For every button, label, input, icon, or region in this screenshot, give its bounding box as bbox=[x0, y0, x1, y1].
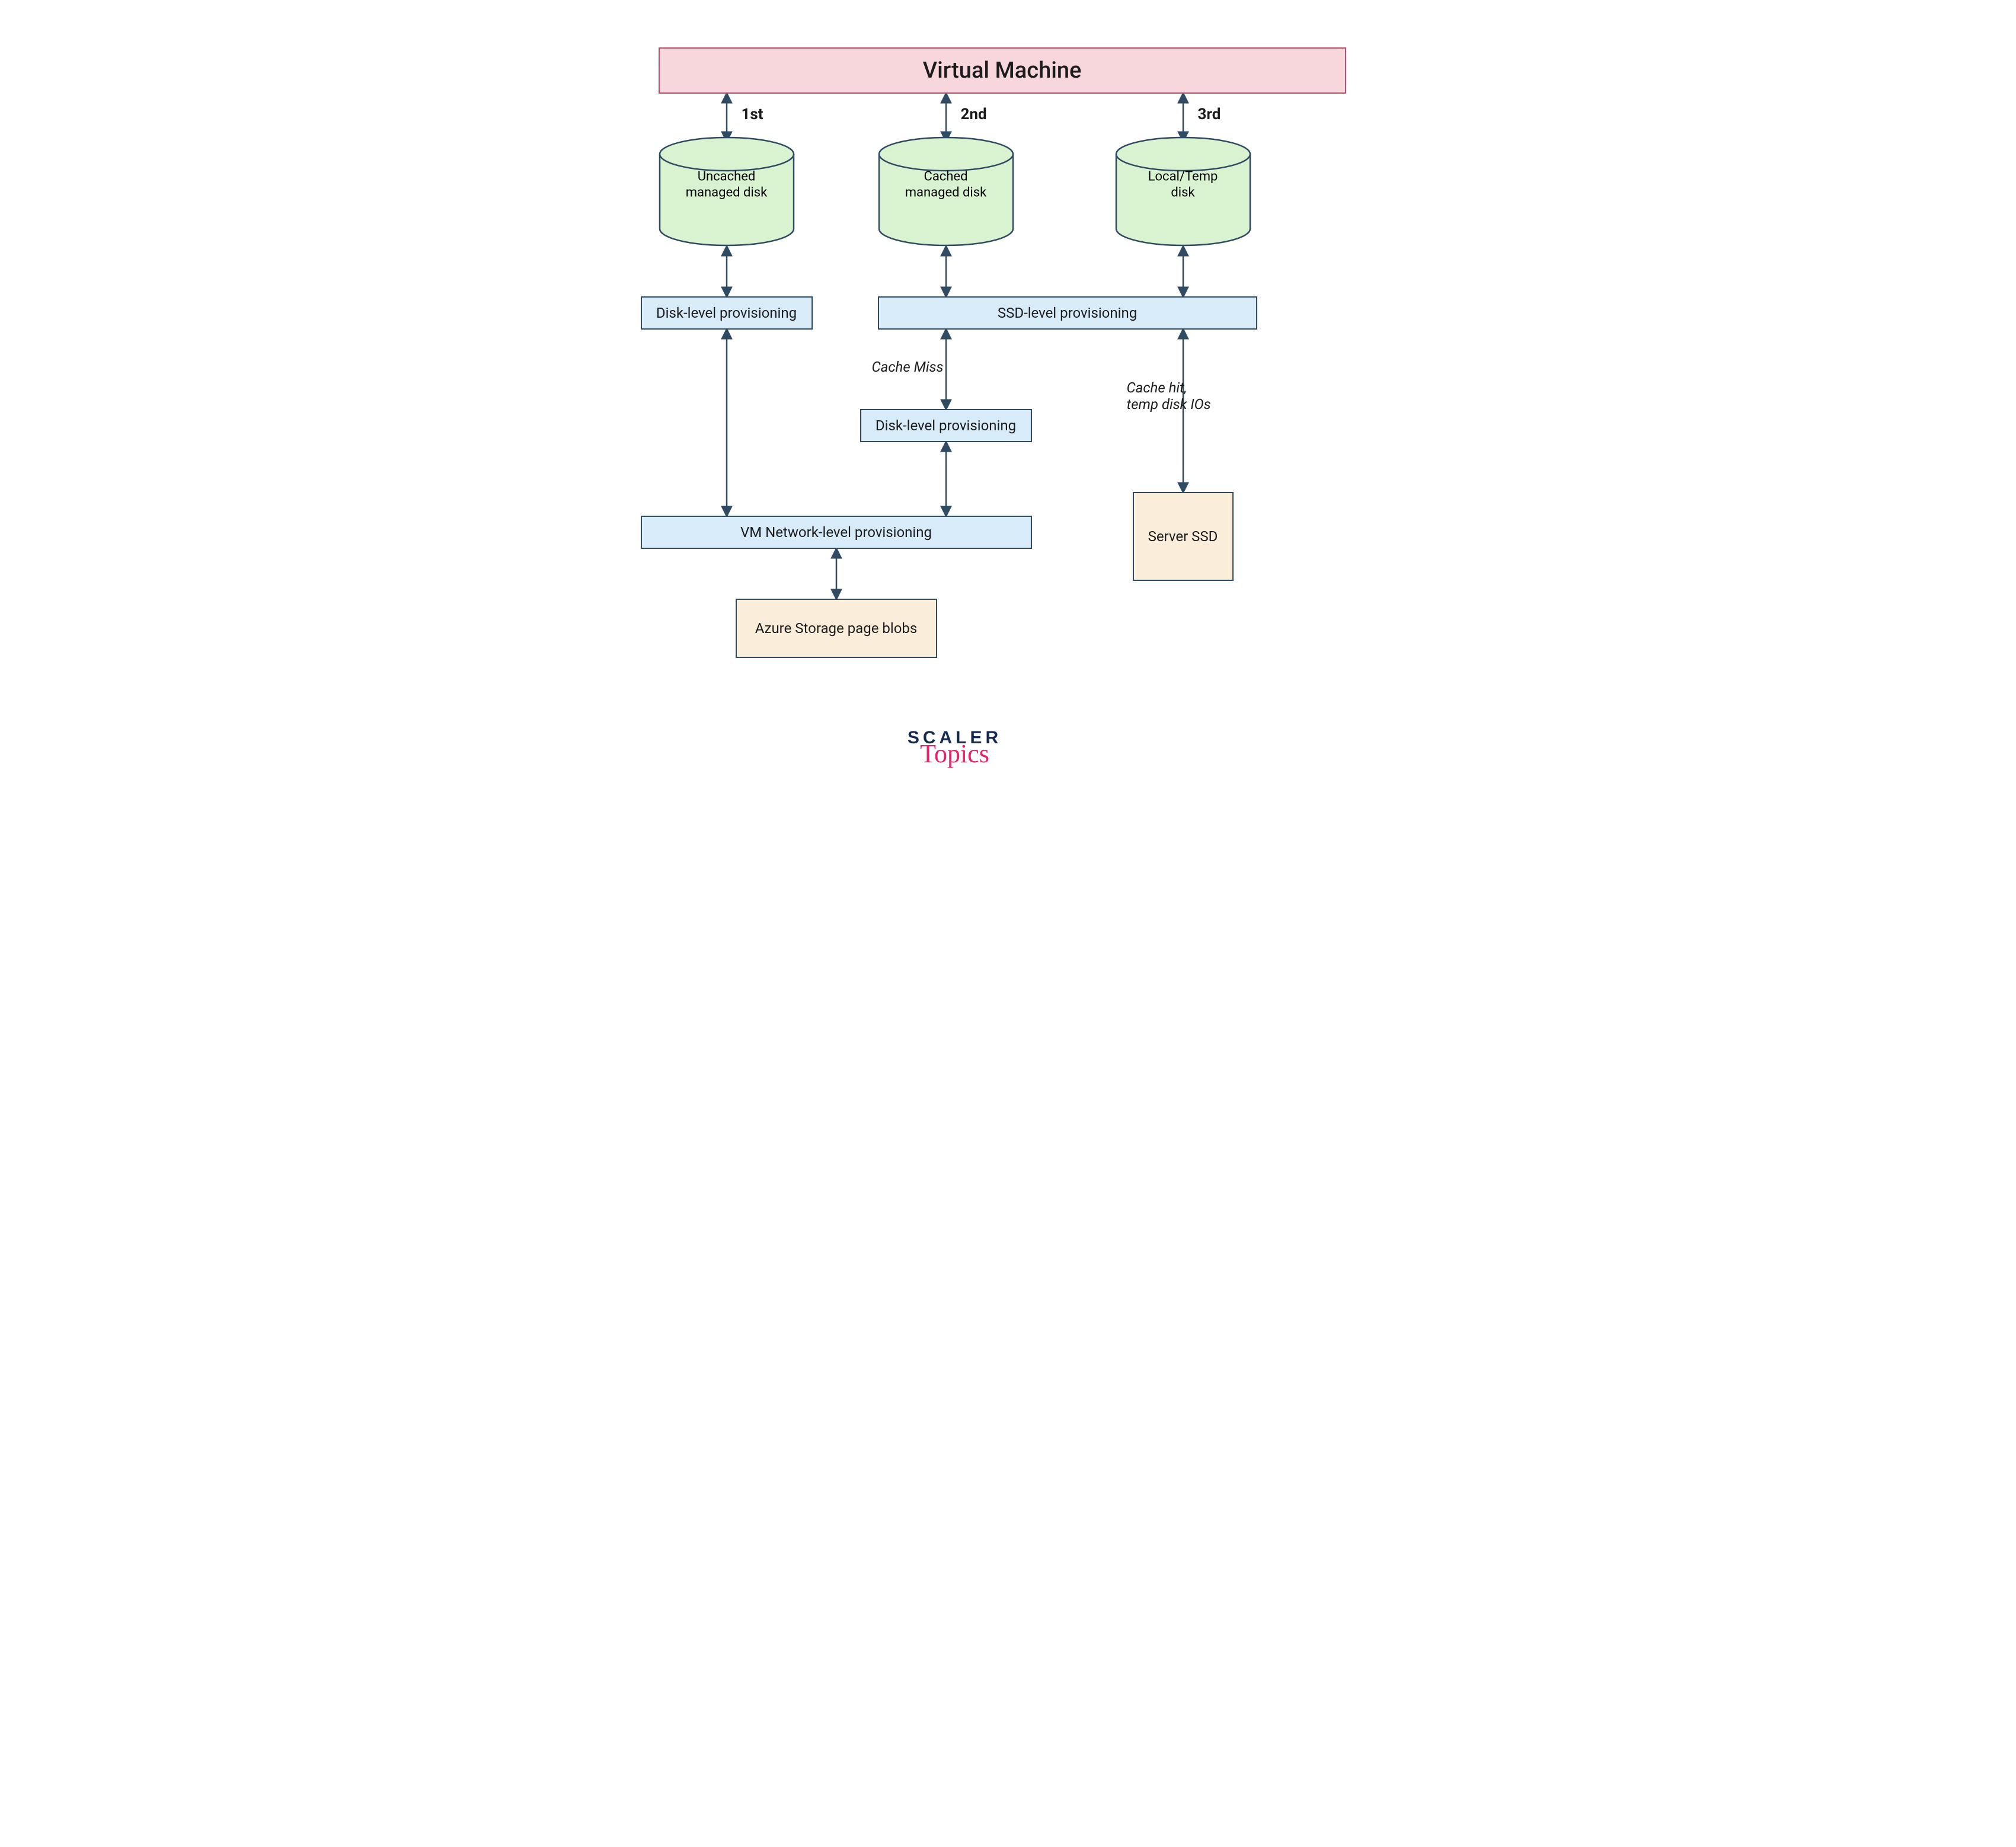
node-label: Cachedmanaged disk bbox=[878, 168, 1014, 201]
node-cached-disk: Cachedmanaged disk bbox=[878, 136, 1014, 247]
node-disk-level-provisioning-2: Disk-level provisioning bbox=[860, 409, 1032, 442]
scaler-topics-logo: SCALER Topics bbox=[878, 729, 1032, 764]
node-label: Disk-level provisioning bbox=[656, 305, 797, 321]
edge-label-cache-hit: Cache hit,temp disk IOs bbox=[1127, 379, 1245, 413]
node-ssd-level-provisioning: SSD-level provisioning bbox=[878, 296, 1257, 330]
node-azure-storage-page-blobs: Azure Storage page blobs bbox=[736, 599, 937, 658]
ordinal-1st: 1st bbox=[742, 106, 763, 123]
node-local-temp-disk: Local/Tempdisk bbox=[1115, 136, 1251, 247]
ordinal-2nd: 2nd bbox=[961, 106, 987, 123]
node-label: SSD-level provisioning bbox=[998, 305, 1137, 321]
node-label: Server SSD bbox=[1148, 528, 1218, 545]
node-disk-level-provisioning-1: Disk-level provisioning bbox=[641, 296, 813, 330]
node-server-ssd: Server SSD bbox=[1133, 492, 1234, 581]
node-label: Local/Tempdisk bbox=[1115, 168, 1251, 201]
node-label: Virtual Machine bbox=[923, 57, 1082, 84]
node-label: VM Network-level provisioning bbox=[740, 524, 932, 541]
node-label: Disk-level provisioning bbox=[876, 417, 1016, 434]
node-vm-network-level-provisioning: VM Network-level provisioning bbox=[641, 516, 1032, 549]
node-uncached-disk: Uncachedmanaged disk bbox=[659, 136, 795, 247]
edge-label-cache-miss: Cache Miss bbox=[872, 359, 949, 375]
logo-topics-text: Topics bbox=[878, 743, 1032, 764]
ordinal-3rd: 3rd bbox=[1198, 106, 1221, 123]
node-label: Uncachedmanaged disk bbox=[659, 168, 795, 201]
diagram-canvas: Virtual Machine 1st 2nd 3rd Uncachedmana… bbox=[546, 0, 1471, 848]
node-virtual-machine: Virtual Machine bbox=[659, 47, 1346, 94]
node-label: Azure Storage page blobs bbox=[755, 620, 918, 637]
